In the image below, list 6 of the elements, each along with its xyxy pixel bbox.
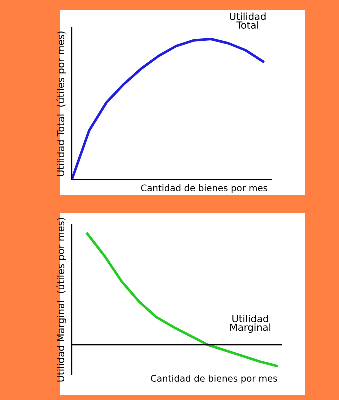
annotation: Utilidad Marginal <box>230 315 271 334</box>
y-axis-title: Utilidad Total (útiles por mes) <box>56 32 66 176</box>
x-axis-title: Cantidad de bienes por mes <box>151 375 278 384</box>
x-axis-title: Cantidad de bienes por mes <box>141 184 268 194</box>
y-axis-title: Utilidad Marginal (útiles por mes) <box>56 218 66 382</box>
text: Utilidad Total <box>230 12 266 29</box>
